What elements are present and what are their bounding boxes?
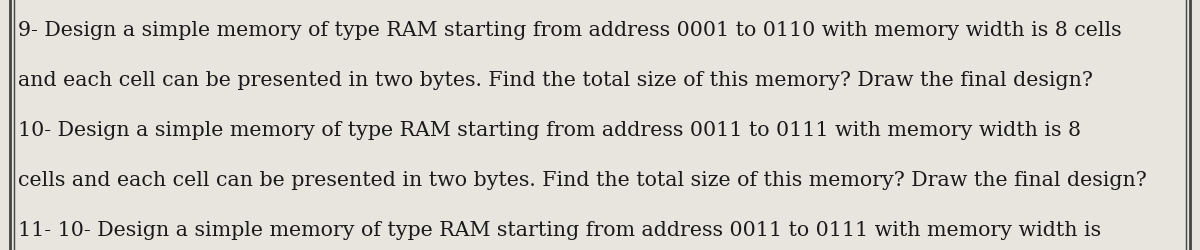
Text: and each cell can be presented in two bytes. Find the total size of this memory?: and each cell can be presented in two by… <box>18 70 1093 90</box>
Text: 10- Design a simple memory of type RAM starting from address 0011 to 0111 with m: 10- Design a simple memory of type RAM s… <box>18 120 1081 140</box>
Text: cells and each cell can be presented in two bytes. Find the total size of this m: cells and each cell can be presented in … <box>18 170 1147 190</box>
Text: 11- 10- Design a simple memory of type RAM starting from address 0011 to 0111 wi: 11- 10- Design a simple memory of type R… <box>18 220 1102 240</box>
Text: 9- Design a simple memory of type RAM starting from address 0001 to 0110 with me: 9- Design a simple memory of type RAM st… <box>18 20 1122 40</box>
